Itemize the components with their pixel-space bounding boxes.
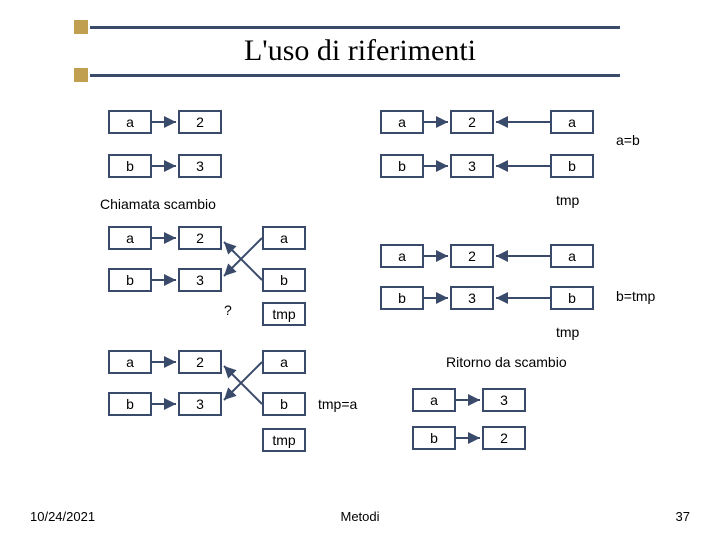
label-q: ? [224, 302, 232, 318]
label-tmpeq: tmp=a [318, 396, 357, 412]
box-av: 2 [450, 110, 494, 134]
box-tmp: tmp [262, 302, 306, 326]
box-a2: a [262, 350, 306, 374]
box-b2: b [262, 392, 306, 416]
box-b: b [380, 286, 424, 310]
accent-square [74, 20, 88, 34]
box-av: 3 [482, 388, 526, 412]
box-av: 2 [178, 226, 222, 250]
accent-square [74, 68, 88, 82]
box-a2: a [550, 244, 594, 268]
box-a2: a [550, 110, 594, 134]
box-bv: 3 [178, 154, 222, 178]
box-bv: 2 [482, 426, 526, 450]
box-a: a [108, 110, 152, 134]
box-av: 2 [178, 350, 222, 374]
box-av: 2 [450, 244, 494, 268]
box-a: a [108, 226, 152, 250]
box-a: a [380, 244, 424, 268]
title-rule-top [90, 26, 620, 29]
box-b: b [108, 392, 152, 416]
footer-page: 37 [676, 509, 690, 524]
box-a: a [108, 350, 152, 374]
label-ritorno: Ritorno da scambio [446, 354, 567, 370]
box-b: b [108, 154, 152, 178]
title-rule-bottom [90, 74, 620, 77]
box-b2: b [550, 286, 594, 310]
footer-title: Metodi [0, 509, 720, 524]
box-b: b [380, 154, 424, 178]
box-b: b [412, 426, 456, 450]
label-tmp: tmp [556, 192, 579, 208]
label-chiamata: Chiamata scambio [100, 196, 216, 212]
box-bv: 3 [178, 268, 222, 292]
box-a: a [412, 388, 456, 412]
label-btmp: b=tmp [616, 288, 655, 304]
box-tmp: tmp [262, 428, 306, 452]
box-bv: 3 [450, 286, 494, 310]
box-b2: b [262, 268, 306, 292]
box-b: b [108, 268, 152, 292]
slide-title: L'uso di riferimenti [0, 34, 720, 68]
box-a: a [380, 110, 424, 134]
box-bv: 3 [178, 392, 222, 416]
box-bv: 3 [450, 154, 494, 178]
box-av: 2 [178, 110, 222, 134]
label-aeqb: a=b [616, 132, 640, 148]
box-a2: a [262, 226, 306, 250]
label-tmp: tmp [556, 324, 579, 340]
box-b2: b [550, 154, 594, 178]
